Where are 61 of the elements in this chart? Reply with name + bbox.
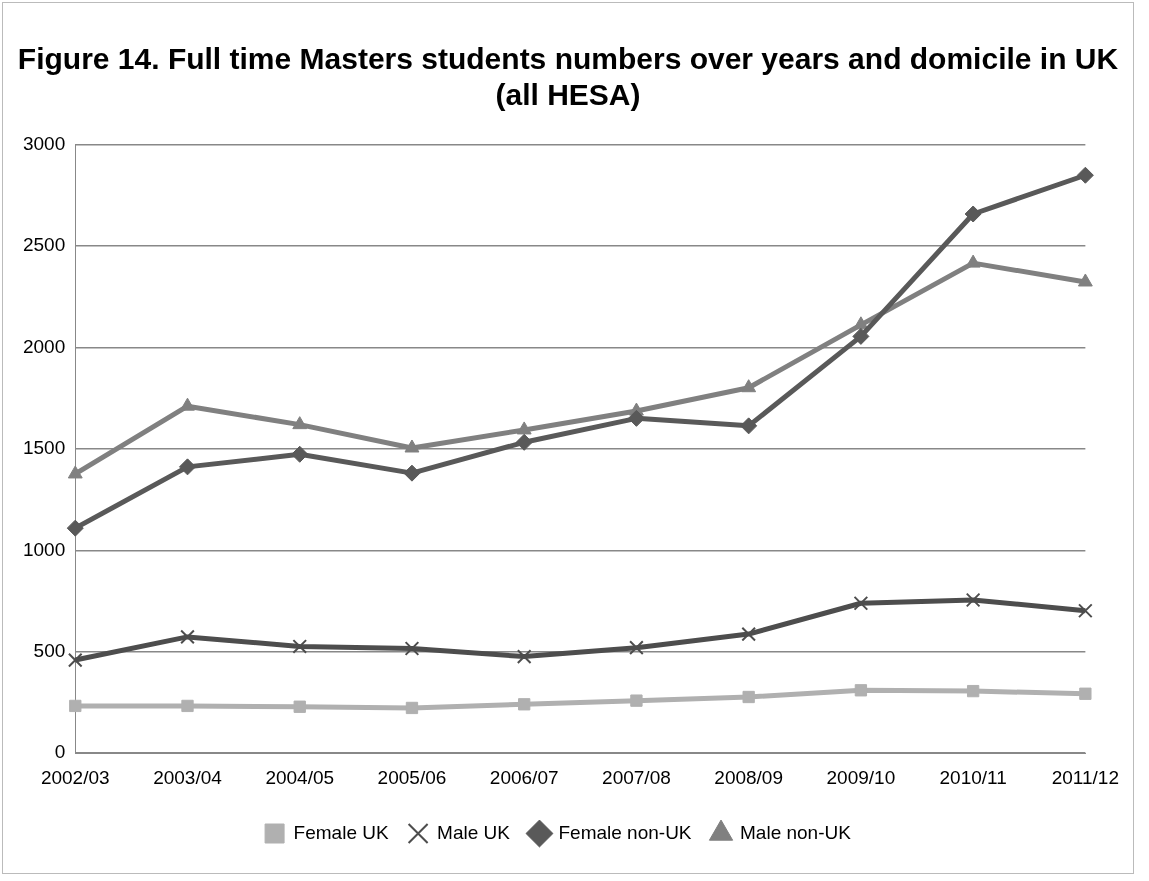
point [518, 698, 531, 711]
point [403, 464, 421, 482]
point [965, 254, 981, 268]
point [964, 205, 982, 223]
x-tick-label: 2002/03 [40, 766, 110, 788]
x-tick-label: 2008/09 [714, 766, 784, 788]
point [67, 652, 83, 668]
point [69, 699, 82, 713]
x-tick-label: 2006/07 [489, 766, 559, 788]
x-tick-label: 2009/10 [826, 766, 896, 788]
point [854, 684, 868, 697]
point [853, 595, 869, 611]
point [741, 379, 757, 393]
point [629, 640, 644, 656]
point [180, 397, 195, 411]
point [740, 417, 758, 435]
point [181, 699, 194, 713]
x-tick-label: 2010/11 [939, 766, 1007, 788]
x-tick-label: 2011/12 [1051, 766, 1120, 788]
y-tick-label: 1000 [22, 538, 66, 560]
x-tick-label: 2004/05 [265, 766, 335, 788]
point [1078, 603, 1093, 619]
point [66, 519, 84, 537]
y-tick-label: 500 [33, 639, 66, 661]
point [179, 458, 196, 476]
x-tick-label: 2003/04 [153, 766, 223, 788]
point [405, 701, 419, 715]
point [404, 641, 420, 656]
legend-label: Male UK [437, 821, 511, 843]
legend-label: Male non-UK [740, 821, 852, 843]
x-tick-label: 2005/06 [377, 766, 447, 788]
point [67, 465, 83, 479]
y-tick-label: 3000 [22, 132, 66, 154]
point [293, 700, 306, 713]
point [853, 316, 869, 330]
point [516, 649, 532, 664]
point [404, 439, 420, 453]
y-tick-label: 1500 [22, 437, 66, 459]
x-tick-label: 2007/08 [602, 766, 671, 788]
y-tick-label: 0 [54, 741, 66, 763]
point [627, 409, 645, 427]
point [516, 421, 532, 435]
point [291, 445, 309, 463]
point [1079, 687, 1092, 700]
y-tick-label: 2500 [22, 234, 66, 256]
y-tick-label: 2000 [22, 335, 66, 357]
point [852, 327, 870, 345]
point [966, 684, 980, 698]
point [741, 626, 757, 642]
point [630, 694, 643, 707]
legend-label: Female non-UK [558, 821, 692, 843]
point [1077, 273, 1093, 287]
point [180, 629, 195, 645]
point [965, 592, 981, 608]
point [292, 639, 308, 654]
chart-title: Figure 14. Full time Masters students numbers over years and domicile in UK (all HESA) [16, 41, 1120, 113]
point [292, 416, 308, 430]
point [515, 433, 533, 451]
point [1076, 166, 1094, 184]
legend-label: Female UK [293, 821, 389, 843]
point [742, 690, 755, 704]
